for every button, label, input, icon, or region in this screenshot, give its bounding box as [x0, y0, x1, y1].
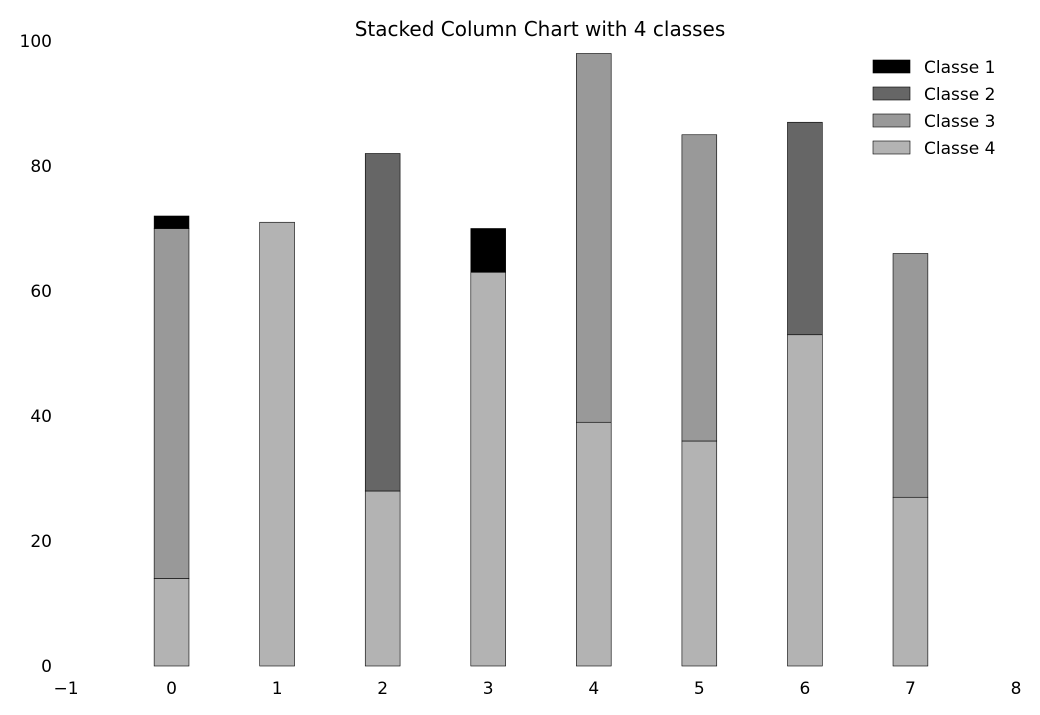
legend-label-classe-2: Classe 2	[924, 85, 995, 105]
x-tick-label: 2	[377, 679, 388, 699]
chart-title: Stacked Column Chart with 4 classes	[355, 17, 726, 41]
x-tick-label: 4	[588, 679, 599, 699]
y-tick-label: 0	[41, 657, 52, 677]
bar-classe-2-x2	[364, 153, 401, 492]
bar-classe-1-x3	[470, 228, 506, 273]
x-tick-label: 7	[905, 679, 916, 699]
legend-label-classe-3: Classe 3	[924, 112, 995, 132]
x-tick-label: 0	[166, 679, 177, 699]
x-tick-label: 3	[483, 679, 494, 699]
legend-label-classe-4: Classe 4	[924, 139, 995, 159]
y-tick-label: 40	[30, 407, 52, 427]
legend-swatch-classe-3	[872, 113, 911, 128]
bar-classe-4-x0	[153, 578, 190, 667]
y-tick-label: 100	[20, 32, 52, 52]
legend: Classe 1 Classe 2 Classe 3 Classe 4	[872, 58, 995, 159]
y-tick-label: 80	[30, 157, 52, 177]
bar-classe-4-x6	[787, 334, 823, 667]
legend-swatch-classe-1	[872, 59, 911, 74]
x-tick-labels: −1 0 1 2 3 4 5 6 7 8	[53, 679, 1021, 699]
x-tick-label: 8	[1011, 679, 1022, 699]
y-tick-labels: 0 20 40 60 80 100	[20, 32, 52, 677]
bar-classe-3-x0	[153, 228, 190, 579]
y-tick-label: 60	[30, 282, 52, 302]
bars-group	[153, 53, 929, 667]
bar-classe-4-x7	[892, 496, 929, 667]
legend-swatch-classe-2	[872, 86, 911, 101]
legend-swatch-classe-4	[872, 140, 911, 155]
bar-classe-3-x4	[576, 53, 612, 423]
bar-classe-3-x7	[892, 253, 929, 498]
x-tick-label: −1	[53, 679, 78, 699]
x-tick-label: 1	[272, 679, 283, 699]
x-tick-label: 5	[694, 679, 705, 699]
bar-classe-4-x2	[364, 490, 401, 667]
bar-classe-3-x5	[681, 134, 718, 442]
bar-classe-4-x3	[470, 271, 506, 667]
bar-classe-4-x1	[259, 221, 295, 667]
bar-classe-2-x6	[787, 121, 823, 336]
x-tick-label: 6	[799, 679, 810, 699]
bar-classe-1-x0	[153, 215, 190, 229]
y-tick-label: 20	[30, 532, 52, 552]
bar-classe-4-x4	[576, 421, 612, 667]
bar-classe-4-x5	[681, 440, 718, 667]
legend-label-classe-1: Classe 1	[924, 58, 995, 78]
